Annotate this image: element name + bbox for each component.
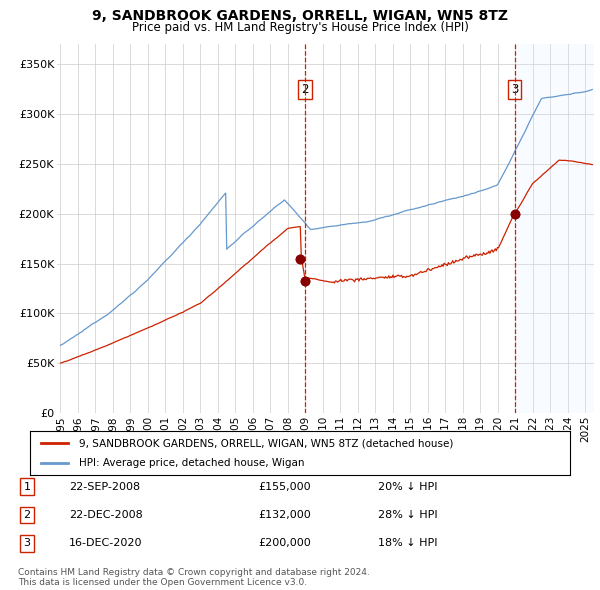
Text: 2: 2	[23, 510, 31, 520]
Text: 22-DEC-2008: 22-DEC-2008	[69, 510, 143, 520]
Text: 18% ↓ HPI: 18% ↓ HPI	[378, 539, 437, 548]
Text: 3: 3	[23, 539, 31, 548]
Text: Contains HM Land Registry data © Crown copyright and database right 2024.
This d: Contains HM Land Registry data © Crown c…	[18, 568, 370, 587]
Text: Price paid vs. HM Land Registry's House Price Index (HPI): Price paid vs. HM Land Registry's House …	[131, 21, 469, 34]
Text: 20% ↓ HPI: 20% ↓ HPI	[378, 482, 437, 491]
Text: 2: 2	[301, 83, 308, 96]
Text: £155,000: £155,000	[258, 482, 311, 491]
Bar	[515, 44, 594, 413]
Text: 22-SEP-2008: 22-SEP-2008	[69, 482, 140, 491]
Text: 9, SANDBROOK GARDENS, ORRELL, WIGAN, WN5 8TZ (detached house): 9, SANDBROOK GARDENS, ORRELL, WIGAN, WN5…	[79, 438, 453, 448]
Text: 16-DEC-2020: 16-DEC-2020	[69, 539, 143, 548]
Text: £200,000: £200,000	[258, 539, 311, 548]
Text: 9, SANDBROOK GARDENS, ORRELL, WIGAN, WN5 8TZ: 9, SANDBROOK GARDENS, ORRELL, WIGAN, WN5…	[92, 9, 508, 23]
Text: HPI: Average price, detached house, Wigan: HPI: Average price, detached house, Wiga…	[79, 458, 304, 467]
Text: 1: 1	[23, 482, 31, 491]
Text: 3: 3	[511, 83, 518, 96]
Text: £132,000: £132,000	[258, 510, 311, 520]
Text: 28% ↓ HPI: 28% ↓ HPI	[378, 510, 437, 520]
